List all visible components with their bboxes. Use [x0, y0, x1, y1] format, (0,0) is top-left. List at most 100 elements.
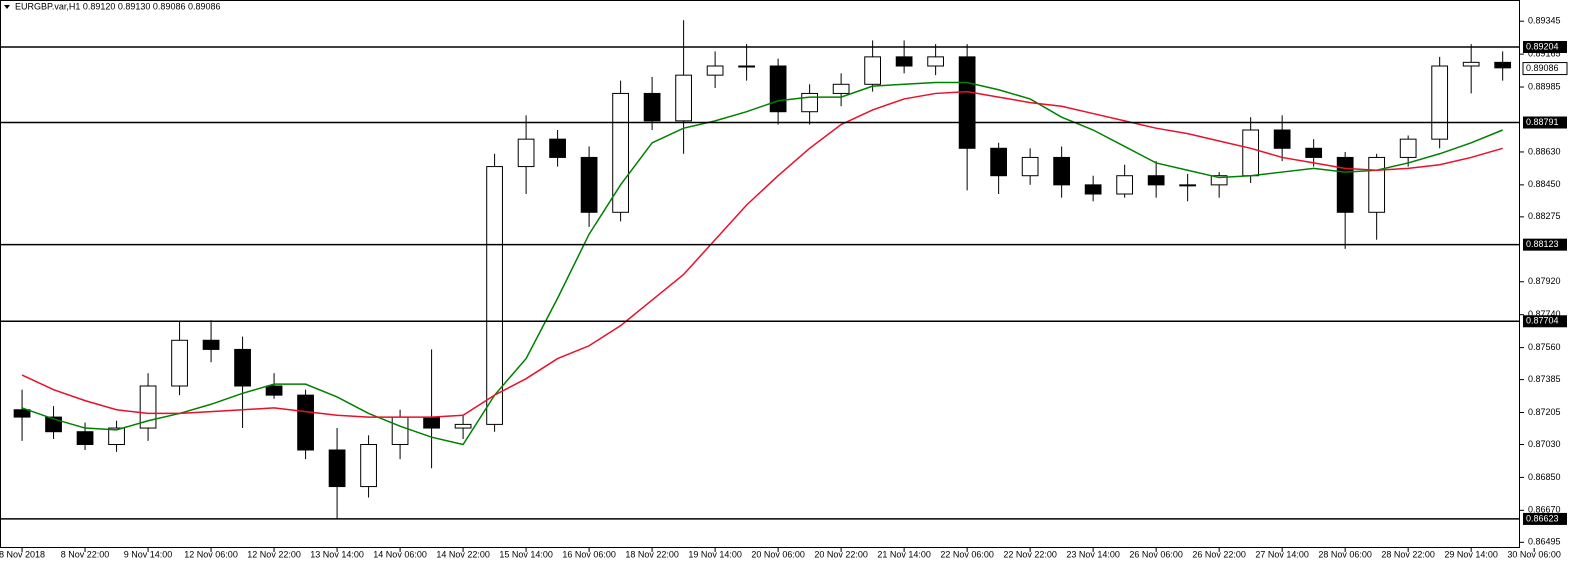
candle-body: [738, 65, 755, 68]
level-label: 0.88791: [1526, 117, 1559, 127]
candle-body: [1305, 147, 1323, 158]
candle-body: [76, 431, 94, 446]
moving-average: [21, 81, 1503, 446]
y-tick-label: 0.87560: [1528, 342, 1561, 352]
y-tick-label: 0.88985: [1528, 81, 1561, 91]
candle-body: [895, 56, 913, 67]
chart-title: EURGBP.var,H1 0.89120 0.89130 0.89086 0.…: [15, 1, 221, 11]
candle-body: [549, 138, 566, 158]
x-tick-label: 30 Nov 06:00: [1507, 549, 1561, 559]
x-tick-label: 15 Nov 14:00: [499, 549, 553, 559]
candle-body: [990, 147, 1008, 177]
candle-body: [423, 416, 440, 429]
y-tick-label: 0.86495: [1528, 537, 1561, 547]
price-label: 0.89086: [1526, 63, 1559, 73]
y-tick-label: 0.89165: [1528, 48, 1561, 58]
y-tick-label: 0.86670: [1528, 505, 1561, 515]
candle-body: [1242, 129, 1260, 177]
candle-body: [769, 65, 787, 113]
candle-body: [1273, 129, 1291, 149]
candle-body: [108, 427, 125, 446]
candle-body: [958, 56, 976, 149]
candle-body: [1399, 138, 1417, 158]
candle-body: [675, 74, 692, 122]
x-tick-label: 20 Nov 06:00: [751, 549, 805, 559]
y-tick-label: 0.88450: [1528, 179, 1561, 189]
y-tick-label: 0.88275: [1528, 211, 1561, 221]
x-tick-label: 16 Nov 06:00: [562, 549, 616, 559]
level-tag: [1523, 116, 1567, 129]
candle-body: [1431, 65, 1449, 140]
candle-body: [360, 444, 377, 488]
x-tick-label: 14 Nov 06:00: [373, 549, 427, 559]
level-tag: [1523, 40, 1567, 53]
candle-body: [391, 416, 409, 446]
candle-body: [202, 339, 220, 350]
candle-body: [454, 423, 472, 429]
candle-body: [1147, 175, 1165, 186]
x-tick-label: 12 Nov 22:00: [247, 549, 301, 559]
x-tick-label: 14 Nov 22:00: [436, 549, 490, 559]
y-tick-label: 0.87740: [1528, 309, 1561, 319]
y-tick-label: 0.89345: [1528, 16, 1561, 26]
candle-body: [706, 65, 724, 76]
candle-body: [864, 56, 881, 85]
x-tick-label: 12 Nov 06:00: [184, 549, 238, 559]
candle-body: [1210, 175, 1228, 186]
x-tick-label: 28 Nov 22:00: [1381, 549, 1435, 559]
x-tick-label: 29 Nov 14:00: [1444, 549, 1498, 559]
candle-body: [1116, 175, 1134, 195]
candle-body: [13, 409, 31, 418]
candle-body: [580, 156, 598, 213]
candle-body: [1462, 61, 1480, 67]
candle-body: [927, 56, 945, 67]
candle-body: [832, 83, 850, 94]
candle-body: [486, 166, 503, 425]
y-tick-label: 0.87385: [1528, 374, 1561, 384]
x-tick-label: 21 Nov 14:00: [877, 549, 931, 559]
candle-body: [1053, 156, 1071, 186]
candle-body: [517, 138, 535, 168]
candle-body: [1494, 61, 1512, 69]
level-tag: [1523, 315, 1567, 328]
x-tick-label: 13 Nov 14:00: [310, 549, 364, 559]
candle-body: [139, 385, 157, 429]
x-tick-label: 8 Nov 22:00: [61, 549, 110, 559]
candle-body: [1368, 156, 1386, 213]
candle-body: [234, 348, 251, 387]
x-tick-label: 26 Nov 22:00: [1192, 549, 1246, 559]
x-tick-label: 28 Nov 06:00: [1318, 549, 1372, 559]
x-tick-label: 8 Nov 2018: [0, 549, 45, 559]
y-tick-label: 0.86850: [1528, 472, 1561, 482]
candle-body: [297, 394, 314, 451]
candle-body: [1336, 156, 1354, 213]
y-tick-label: 0.88630: [1528, 146, 1561, 156]
y-tick-label: 0.87030: [1528, 439, 1561, 449]
x-tick-label: 18 Nov 22:00: [625, 549, 679, 559]
level-tag: [1523, 512, 1567, 525]
candle-body: [1021, 156, 1039, 177]
price-tag: [1522, 62, 1568, 76]
menu-arrow: [4, 5, 10, 9]
y-tick-label: 0.87920: [1528, 276, 1561, 286]
x-tick-label: 22 Nov 22:00: [1003, 549, 1057, 559]
y-tick-label: 0.87205: [1528, 407, 1561, 417]
level-label: 0.86623: [1526, 513, 1559, 523]
plot-frame: [0, 0, 1520, 548]
candle-body: [801, 92, 818, 113]
candle-body: [171, 339, 188, 387]
x-tick-label: 23 Nov 14:00: [1066, 549, 1120, 559]
candle-body: [643, 92, 661, 122]
x-tick-label: 27 Nov 14:00: [1255, 549, 1309, 559]
x-tick-label: 26 Nov 06:00: [1129, 549, 1183, 559]
level-tag: [1523, 238, 1567, 251]
x-tick-label: 9 Nov 14:00: [124, 549, 173, 559]
candle-body: [265, 385, 283, 396]
x-tick-label: 22 Nov 06:00: [940, 549, 994, 559]
level-label: 0.87704: [1526, 316, 1559, 326]
moving-average: [21, 90, 1503, 418]
level-label: 0.88123: [1526, 239, 1559, 249]
candle-body: [1084, 184, 1102, 195]
